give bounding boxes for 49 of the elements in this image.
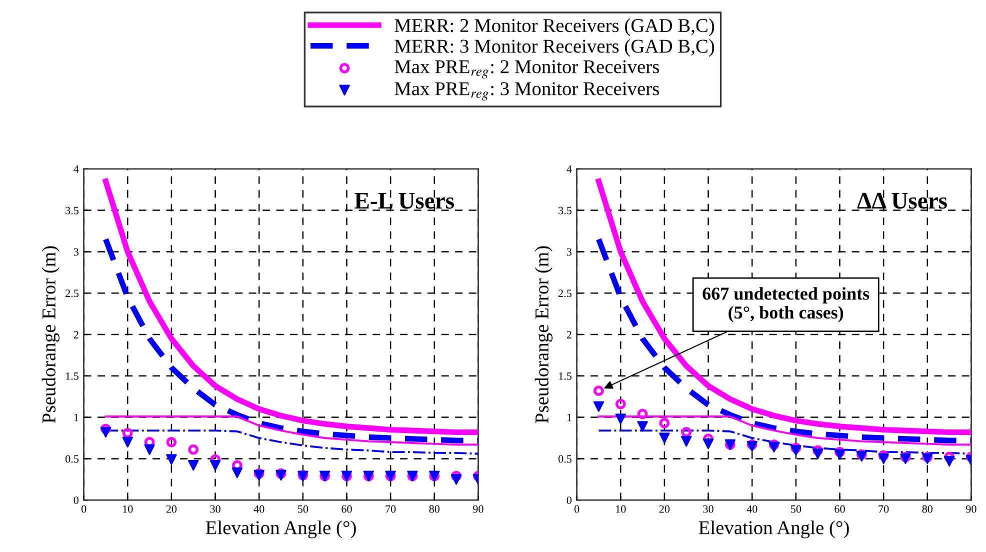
- x-tick-label: 70: [878, 505, 889, 513]
- y-tick-label: 0: [74, 496, 79, 504]
- legend-label: MERR: 2 Monitor Receivers (GAD B,C): [394, 18, 714, 36]
- x-axis-title: Elevation Angle (°): [206, 520, 356, 538]
- annotation: 667 undetected points (5°, both cases): [702, 287, 870, 322]
- y-tick-label: 2: [74, 331, 78, 338]
- x-tick-label: 80: [429, 505, 440, 513]
- legend-label: MERR: 3 Monitor Receivers (GAD B,C): [394, 39, 714, 57]
- y-tick-label: 1: [567, 414, 572, 422]
- x-tick-label: 40: [746, 505, 758, 513]
- x-tick-label: 10: [123, 505, 133, 513]
- x-tick-label: 60: [342, 505, 352, 513]
- x-tick-label: 10: [616, 505, 626, 513]
- x-tick-label: 50: [791, 505, 802, 513]
- x-tick-label: 20: [166, 505, 177, 513]
- legend-label: Max PRE$_{reg}$: 2 Monitor Receivers: [394, 60, 659, 78]
- y-tick-label: 3.5: [558, 206, 572, 214]
- y-tick-label: 0.5: [558, 455, 572, 463]
- y-tick-label: 2: [566, 331, 572, 338]
- x-axis-title: Elevation Angle (°): [698, 520, 849, 538]
- y-tick-label: 1.5: [559, 372, 572, 380]
- y-tick-label: 3: [74, 248, 79, 256]
- x-tick-label: 40: [254, 505, 264, 513]
- y-tick-label: 0.5: [65, 455, 79, 463]
- y-tick-label: 2.5: [558, 290, 572, 298]
- x-tick-label: 70: [386, 505, 396, 513]
- x-tick-label: 0: [574, 505, 580, 513]
- x-tick-label: 0: [81, 505, 86, 513]
- y-tick-label: 1.5: [66, 372, 79, 380]
- y-tick-label: 0: [566, 496, 572, 504]
- text: ΔΔ Users: [857, 192, 947, 209]
- y-tick-label: 2.5: [66, 290, 79, 298]
- x-tick-label: 90: [473, 505, 484, 513]
- text: E-L Users: [354, 193, 454, 209]
- x-tick-label: 60: [834, 505, 845, 513]
- y-tick-label: 3.5: [66, 206, 79, 214]
- y-tick-label: 3: [566, 248, 572, 256]
- y-axis-title: Pseudorange Error (m): [534, 246, 553, 424]
- x-tick-label: 20: [659, 505, 670, 513]
- y-tick-label: 1: [74, 414, 78, 422]
- x-tick-label: 50: [298, 505, 308, 513]
- x-tick-label: 30: [703, 505, 714, 513]
- x-tick-label: 80: [922, 505, 933, 513]
- y-axis-title: Pseudorange Error (m): [42, 246, 60, 424]
- y-tick-label: 4: [74, 165, 79, 173]
- x-tick-label: 90: [966, 505, 976, 513]
- legend-label: Max PRE$_{reg}$: 3 Monitor Receivers: [394, 82, 659, 100]
- y-tick-label: 4: [566, 165, 572, 173]
- x-tick-label: 30: [210, 505, 220, 513]
